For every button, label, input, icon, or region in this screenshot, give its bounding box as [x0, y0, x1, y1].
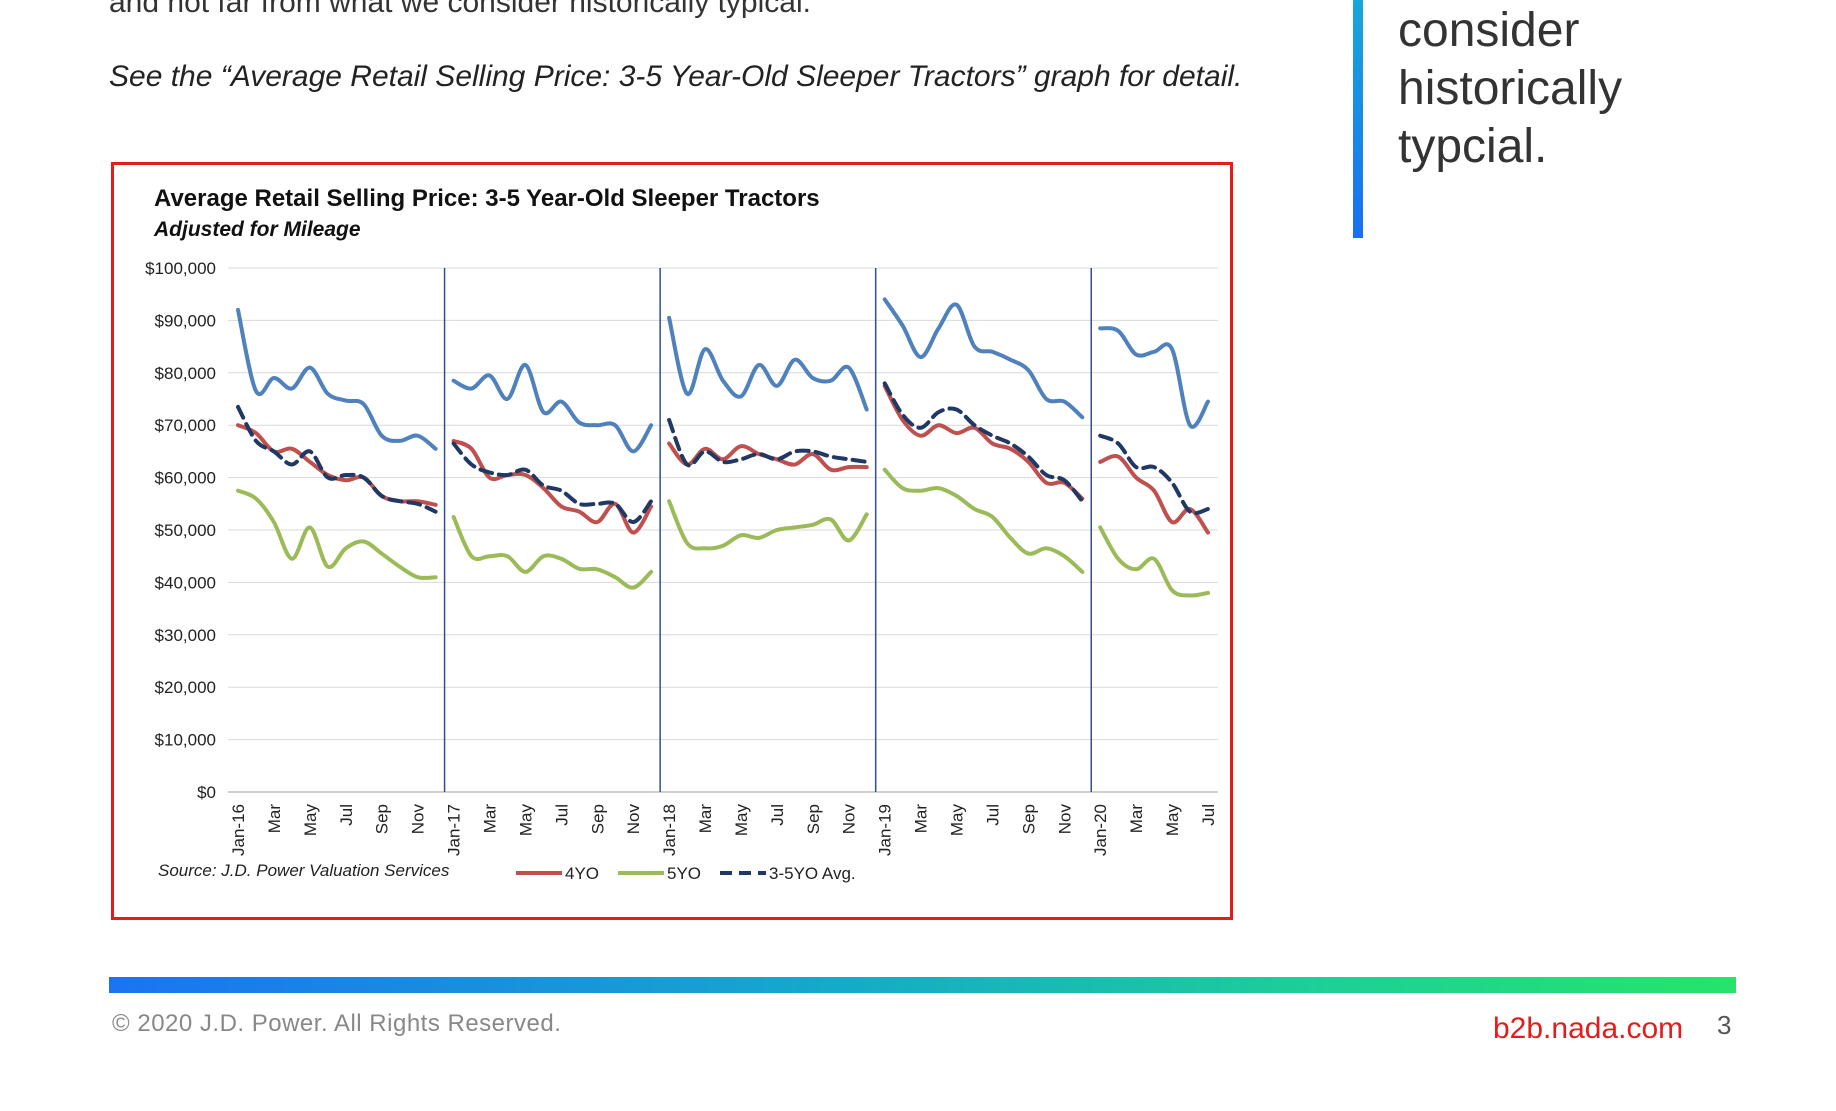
x-tick-label: May — [732, 804, 751, 837]
x-tick-label: Jan-18 — [660, 804, 679, 856]
x-tick-label: Mar — [912, 804, 931, 834]
y-tick-label: $20,000 — [155, 678, 216, 697]
x-tick-label: Sep — [588, 804, 607, 834]
price-line-chart: Average Retail Selling Price: 3-5 Year-O… — [145, 185, 1218, 883]
series-line-3-5yo-avg- — [236, 381, 1210, 525]
y-tick-label: $50,000 — [155, 521, 216, 540]
y-tick-label: $70,000 — [155, 416, 216, 435]
site-link[interactable]: b2b.nada.com — [1493, 1012, 1684, 1045]
y-tick-label: $40,000 — [155, 573, 216, 592]
y-tick-label: $60,000 — [155, 469, 216, 488]
x-tick-label: Mar — [696, 804, 715, 834]
y-tick-label: $80,000 — [155, 364, 216, 383]
x-tick-label: Nov — [840, 804, 859, 835]
x-tick-label: Jan-16 — [229, 804, 248, 856]
chart-source-note: Source: J.D. Power Valuation Services — [158, 861, 450, 880]
chart-frame: Average Retail Selling Price: 3-5 Year-O… — [111, 162, 1233, 920]
intro-text-fragment: and not far from what we consider histor… — [109, 0, 811, 19]
x-tick-label: Nov — [1055, 804, 1074, 835]
x-tick-label: Sep — [1019, 804, 1038, 834]
y-tick-label: $10,000 — [155, 731, 216, 750]
series-line-unlabeled — [236, 297, 1210, 454]
x-tick-label: Jul — [337, 804, 356, 826]
x-tick-label: Jul — [1199, 804, 1218, 826]
footer-gradient-rule — [109, 977, 1736, 993]
pull-quote-accent-bar — [1353, 0, 1363, 238]
series-line-4yo — [236, 383, 1210, 535]
pull-quote-line: historically — [1398, 62, 1623, 115]
pull-quote-line: consider — [1398, 4, 1580, 57]
y-tick-label: $30,000 — [155, 626, 216, 645]
legend-label: 4YO — [565, 864, 599, 883]
legend-label: 3-5YO Avg. — [769, 864, 856, 883]
x-tick-label: Mar — [265, 804, 284, 834]
page-number: 3 — [1717, 1010, 1732, 1040]
x-tick-label: Jul — [552, 804, 571, 826]
chart-subtitle: Adjusted for Mileage — [153, 218, 361, 241]
pull-quote-line: typcial. — [1398, 120, 1548, 173]
chart-title: Average Retail Selling Price: 3-5 Year-O… — [154, 185, 820, 212]
x-tick-label: Jan-19 — [876, 804, 895, 856]
y-tick-label: $90,000 — [155, 311, 216, 330]
x-tick-label: Jul — [768, 804, 787, 826]
pull-quote: consider historically typcial. — [1398, 2, 1622, 176]
copyright-notice: © 2020 J.D. Power. All Rights Reserved. — [112, 1010, 562, 1037]
x-tick-label: May — [301, 804, 320, 837]
y-tick-label: $100,000 — [145, 259, 216, 278]
x-tick-label: Jan-17 — [445, 804, 464, 856]
x-tick-label: May — [516, 804, 535, 837]
y-tick-label: $0 — [197, 783, 216, 802]
x-tick-label: May — [1163, 804, 1182, 837]
x-tick-label: Jan-20 — [1091, 804, 1110, 856]
x-tick-label: Nov — [409, 804, 428, 835]
x-tick-label: Jul — [983, 804, 1002, 826]
x-tick-label: Mar — [1127, 804, 1146, 834]
x-tick-label: Nov — [624, 804, 643, 835]
x-tick-label: Mar — [480, 804, 499, 834]
legend-label: 5YO — [667, 864, 701, 883]
see-graph-note: See the “Average Retail Selling Price: 3… — [109, 60, 1243, 93]
x-tick-label: Sep — [804, 804, 823, 834]
x-tick-label: May — [948, 804, 967, 837]
series-line-5yo — [236, 467, 1210, 598]
x-tick-label: Sep — [373, 804, 392, 834]
